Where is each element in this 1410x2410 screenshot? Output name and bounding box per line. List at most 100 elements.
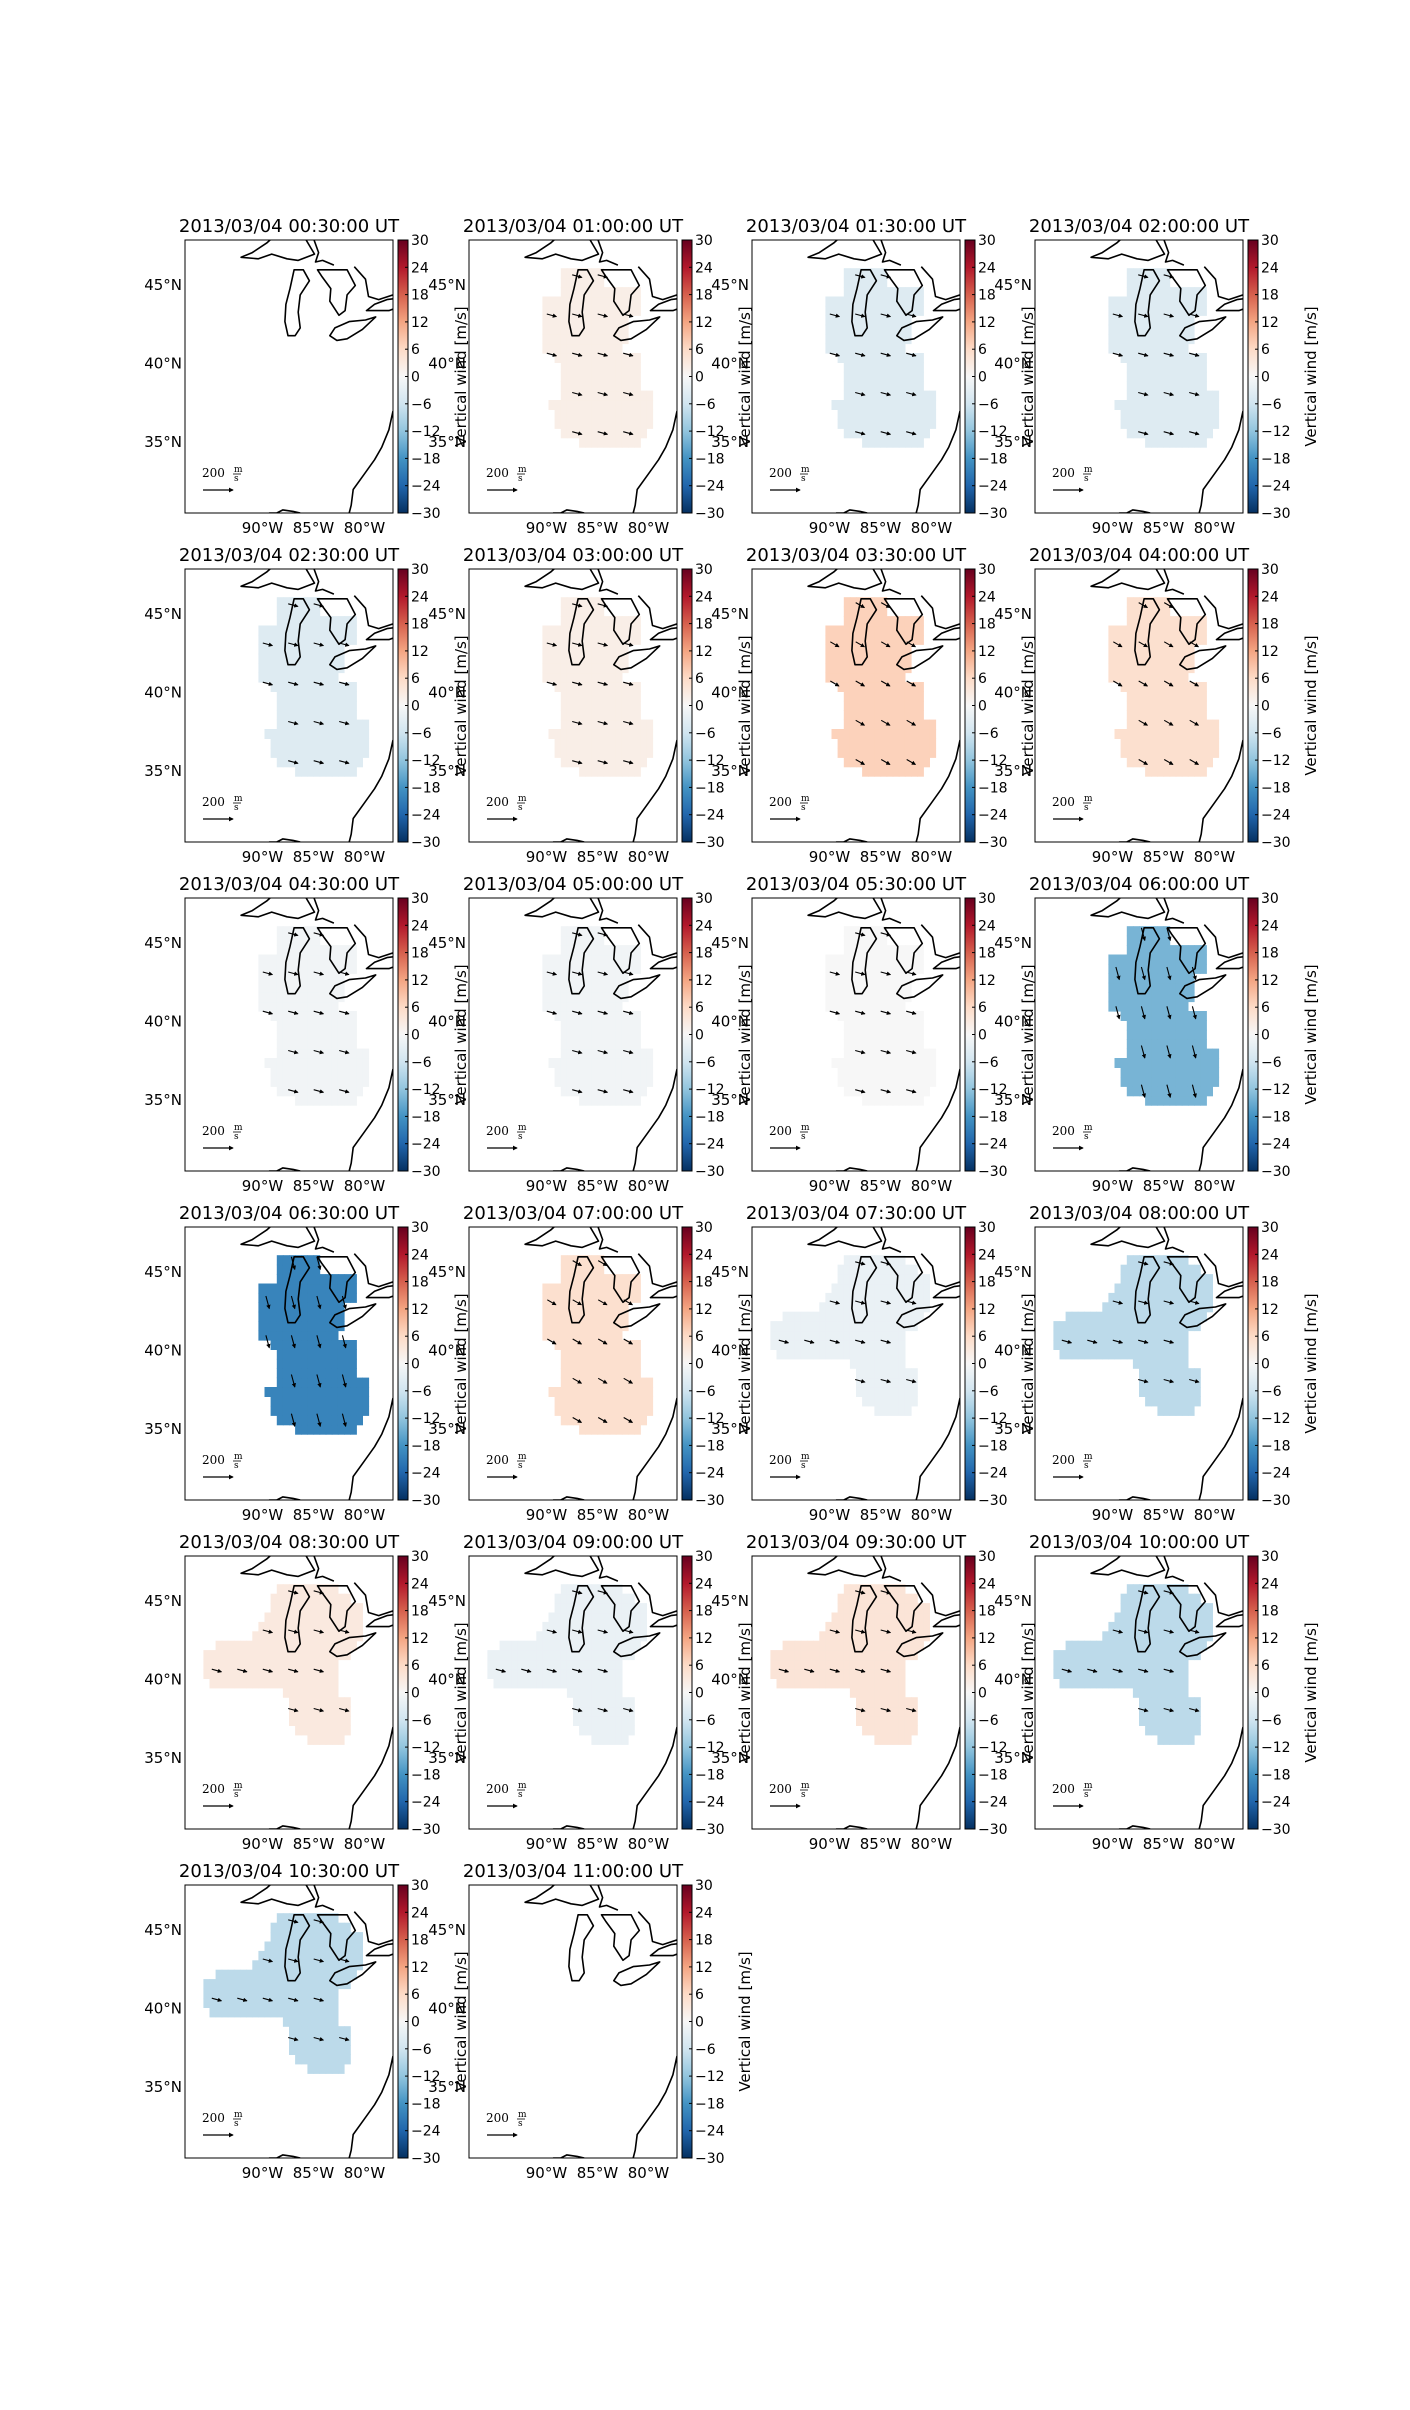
coast-line <box>240 898 316 920</box>
wind-cell <box>880 1020 888 1031</box>
wind-cell <box>289 597 296 608</box>
wind-cell <box>1175 409 1183 420</box>
wind-cell <box>874 1255 882 1266</box>
colorbar-tick-label: 18 <box>1261 288 1279 304</box>
map-frame <box>184 1226 394 1501</box>
colorbar-tick-label: 12 <box>695 315 713 331</box>
lat-label: 40°N <box>428 1012 466 1030</box>
wind-cell <box>849 1048 857 1059</box>
wind-cell <box>597 362 605 373</box>
wind-cell <box>573 1302 580 1313</box>
wind-cell <box>585 663 592 674</box>
wind-cell <box>1163 766 1171 777</box>
wind-cell <box>573 1076 580 1087</box>
wind-cell <box>313 1255 321 1266</box>
lat-label: 40°N <box>428 1341 466 1359</box>
wind-cell <box>1065 1311 1073 1322</box>
wind-cell <box>566 992 574 1003</box>
colorbar-tick-label: 12 <box>978 644 996 660</box>
wind-cell <box>1126 1264 1134 1275</box>
vertical-wind-fill <box>542 1255 654 1435</box>
wind-cell <box>331 1377 339 1388</box>
wind-cell <box>295 1039 302 1050</box>
wind-cell <box>1126 672 1134 683</box>
map-frame <box>1034 239 1244 514</box>
wind-cell <box>597 672 605 683</box>
wind-cell <box>886 710 894 721</box>
wind-cell <box>886 973 894 984</box>
wind-cell <box>628 305 635 316</box>
wind-cell <box>1139 324 1146 335</box>
wind-cell <box>1175 1311 1183 1322</box>
wind-vectors <box>546 932 634 1094</box>
wind-cell <box>295 1264 302 1275</box>
wind-cell <box>904 418 912 429</box>
wind-cell <box>264 663 272 674</box>
lat-label: 40°N <box>994 683 1032 701</box>
wind-cell <box>1151 653 1158 664</box>
wind-cell <box>258 992 266 1003</box>
wind-cell <box>917 710 924 721</box>
wind-cell <box>566 362 574 373</box>
wind-cell <box>868 616 875 627</box>
scale-value: 200 <box>769 1124 792 1138</box>
wind-cell <box>573 305 580 316</box>
colorbar-tick-label: −24 <box>978 1137 1008 1153</box>
wind-cell <box>837 729 845 739</box>
wind-cell <box>591 935 599 946</box>
wind-cell <box>203 1650 211 1661</box>
wind-cell <box>886 409 894 420</box>
wind-cell <box>591 1058 599 1068</box>
wind-cell <box>331 1001 339 1012</box>
wind-cell <box>1194 1020 1201 1031</box>
wind-cell <box>1139 1302 1146 1313</box>
wind-cell <box>849 945 857 956</box>
wind-cell <box>923 738 930 749</box>
wind-arrow <box>341 1374 347 1388</box>
wind-cell <box>350 1067 357 1078</box>
wind-cell <box>1126 644 1134 655</box>
wind-arrow <box>572 1417 583 1423</box>
lat-label: 35°N <box>144 1091 182 1109</box>
wind-cell <box>597 691 605 702</box>
wind-cell <box>591 653 599 664</box>
wind-cell <box>1181 409 1189 420</box>
wind-cell <box>313 663 321 674</box>
colorbar-tick-label: −24 <box>695 479 725 495</box>
wind-cell <box>1187 653 1195 664</box>
wind-cell <box>615 766 623 777</box>
wind-cell <box>1151 710 1158 721</box>
wind-cell <box>837 1001 845 1012</box>
wind-cell <box>1132 700 1140 711</box>
wind-cell <box>221 1640 229 1651</box>
wind-cell <box>892 1076 900 1087</box>
wind-cell <box>264 1321 272 1332</box>
wind-cell <box>1071 1330 1079 1341</box>
lon-label: 80°W <box>911 848 953 866</box>
wind-cell <box>862 663 869 674</box>
wind-cell <box>843 296 851 307</box>
wind-cell <box>898 371 906 382</box>
wind-cell <box>350 1020 357 1031</box>
wind-cell <box>1139 992 1146 1003</box>
wind-cell <box>1181 1377 1189 1388</box>
wind-cell <box>573 1349 580 1360</box>
wind-cell <box>1181 1340 1189 1350</box>
wind-cell <box>350 691 357 702</box>
colorbar-tick-label: −30 <box>695 506 725 522</box>
wind-cell <box>849 409 857 420</box>
wind-arrow <box>597 1089 609 1094</box>
wind-cell <box>1169 1405 1177 1416</box>
wind-cell <box>1139 390 1146 401</box>
map-frame <box>751 568 961 843</box>
wind-cell <box>628 945 635 956</box>
wind-arrow <box>623 720 634 726</box>
wind-cell <box>923 1048 930 1059</box>
lat-label: 45°N <box>428 934 466 952</box>
wind-arrow <box>339 1049 350 1055</box>
coast-line <box>524 569 600 591</box>
wind-cell <box>862 334 869 345</box>
wind-cell <box>621 1340 629 1350</box>
wind-cell <box>597 1029 605 1040</box>
